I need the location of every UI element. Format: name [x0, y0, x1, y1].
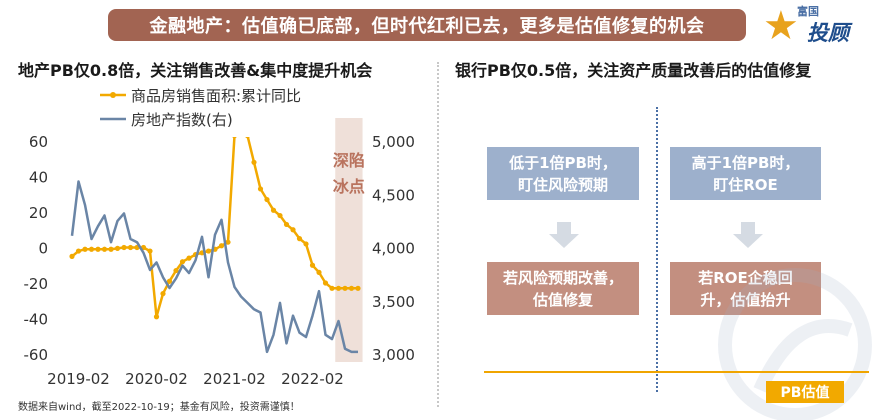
- left-axis-tick: -20: [24, 275, 49, 293]
- right-axis-tick: 5,000: [372, 133, 415, 151]
- data-point: [154, 314, 159, 319]
- data-point: [264, 197, 269, 202]
- right-axis-tick: 4,500: [372, 186, 415, 204]
- right-axis-tick: 4,000: [372, 240, 415, 258]
- x-axis-tick: 2019-02: [47, 370, 110, 388]
- left-axis-tick: -40: [24, 311, 49, 329]
- data-point: [349, 286, 354, 291]
- right-axis-tick: 3,500: [372, 293, 415, 311]
- legend-label: 商品房销售面积:累计同比: [131, 87, 301, 105]
- data-point: [128, 245, 133, 250]
- data-point: [115, 246, 120, 251]
- data-point: [147, 248, 152, 253]
- data-point: [310, 263, 315, 268]
- data-point: [336, 286, 341, 291]
- data-point: [69, 254, 74, 259]
- x-axis-tick: 2022-02: [281, 370, 344, 388]
- footnote: 数据来自wind，截至2022-10-19；基金有风险，投资需谨慎！: [18, 398, 300, 413]
- data-point: [219, 243, 224, 248]
- data-point: [355, 286, 360, 291]
- legend-label: 房地产指数(右): [131, 111, 233, 129]
- data-point: [95, 247, 100, 252]
- pb-axis-line: [484, 371, 869, 373]
- data-point: [258, 186, 263, 191]
- data-point: [206, 248, 211, 253]
- pb-valuation-label: PB估值: [766, 381, 844, 403]
- box-above-1pb: 高于1倍PB时， 盯住ROE: [670, 147, 821, 200]
- data-point: [76, 248, 81, 253]
- data-point: [102, 247, 107, 252]
- data-point: [323, 280, 328, 285]
- data-point: [232, 133, 237, 138]
- legend-marker: [110, 92, 116, 98]
- box-risk-improve: 若风险预期改善， 估值修复: [487, 262, 639, 315]
- down-arrow-icon: [547, 222, 581, 248]
- freeze-zone-label: 深陷: [333, 151, 365, 170]
- down-arrow-icon: [731, 222, 765, 248]
- data-point: [297, 236, 302, 241]
- data-point: [82, 247, 87, 252]
- data-point: [316, 270, 321, 275]
- x-axis-tick: 2020-02: [125, 370, 188, 388]
- data-point: [277, 213, 282, 218]
- data-point: [271, 208, 276, 213]
- data-point: [108, 247, 113, 252]
- data-point: [186, 256, 191, 261]
- data-point: [180, 259, 185, 264]
- data-point: [245, 133, 250, 138]
- left-axis-tick: 0: [38, 240, 48, 258]
- left-axis-tick: 40: [29, 169, 48, 187]
- data-point: [121, 245, 126, 250]
- data-point: [290, 227, 295, 232]
- left-axis-tick: 20: [29, 204, 48, 222]
- data-point: [329, 286, 334, 291]
- data-point: [251, 160, 256, 165]
- freeze-zone-label: 冰点: [333, 177, 365, 196]
- right-panel-divider: [656, 107, 658, 392]
- left-axis-tick: 60: [29, 133, 48, 151]
- data-point: [342, 286, 347, 291]
- data-point: [160, 291, 165, 296]
- left-axis-tick: -60: [24, 346, 49, 364]
- data-point: [303, 241, 308, 246]
- data-point: [89, 247, 94, 252]
- box-below-1pb: 低于1倍PB时， 盯住风险预期: [487, 147, 639, 200]
- data-point: [284, 222, 289, 227]
- x-axis-tick: 2021-02: [203, 370, 266, 388]
- right-axis-tick: 3,000: [372, 346, 415, 364]
